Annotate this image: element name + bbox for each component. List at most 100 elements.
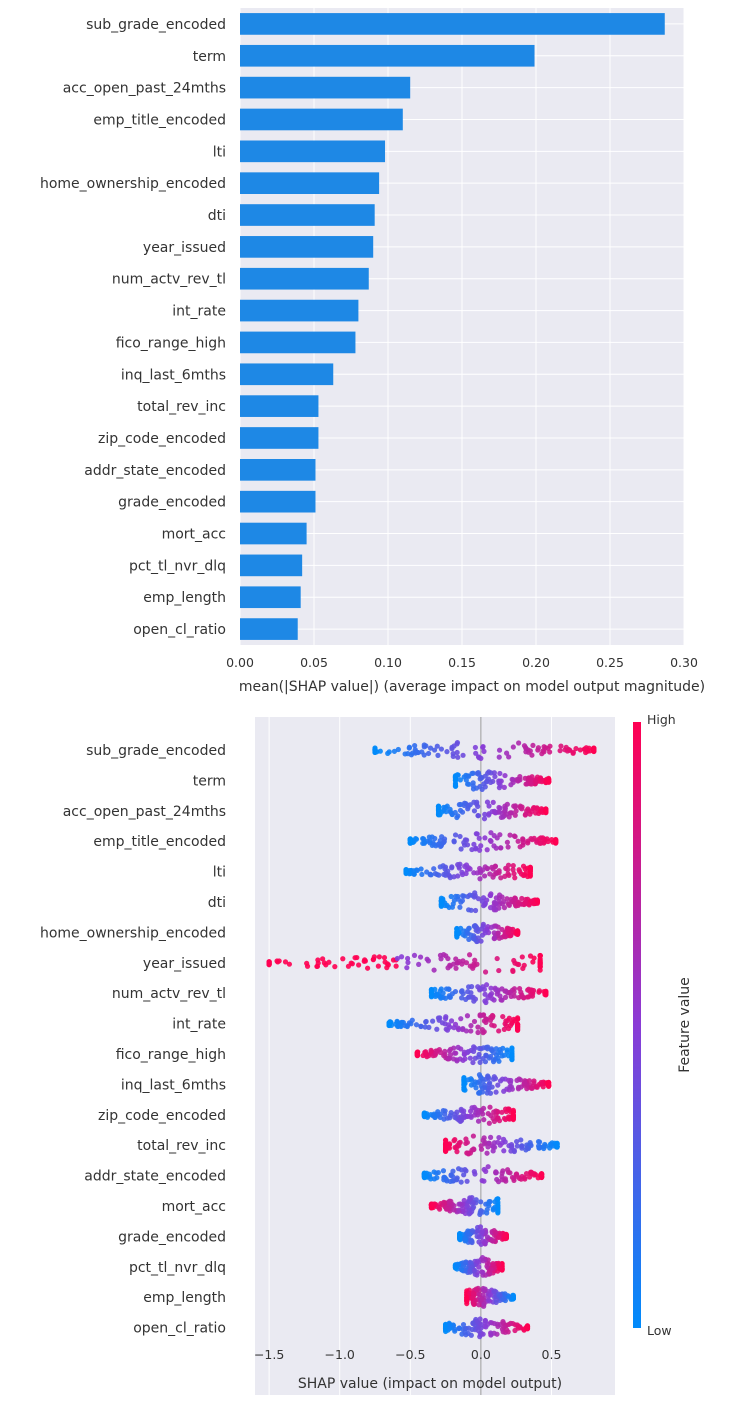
beeswarm-dot [480,1258,486,1264]
beeswarm-dot [492,863,498,870]
beeswarm-dot [430,1018,436,1024]
beeswarm-dot [463,1332,469,1338]
beeswarm-dot [519,954,525,960]
bar-category-label: dti [208,208,226,224]
beeswarm-dot [427,745,434,751]
beeswarm-dot [495,1082,501,1088]
beeswarm-dot [428,994,435,1000]
beeswarm-dot [511,1148,517,1155]
beeswarm-dot [523,870,529,876]
beeswarm-dot [476,1302,482,1308]
beeswarm-dot [414,1052,421,1058]
beeswarm-dot [479,1027,485,1033]
beeswarm-dot [459,995,465,1001]
beeswarm-dot [454,931,460,937]
beeswarm-dot [477,1316,483,1322]
beeswarm-dot [537,958,543,964]
beeswarm-dot [451,838,457,844]
beeswarm-dot [465,1229,471,1236]
beeswarm-dot [524,994,531,1000]
beeswarm-dot [484,866,490,872]
beeswarm-dot [492,810,498,816]
beeswarm-dot [515,777,522,783]
beeswarm-dot [520,863,527,869]
beeswarm-dot [511,986,518,992]
beeswarm-dot [345,963,352,969]
beeswarm-dot [443,804,449,811]
beeswarm-dot [525,806,531,812]
beeswarm-dot [447,875,453,881]
beeswarm-dot [507,989,514,995]
beeswarm-dot [453,783,459,789]
beeswarm-dot [476,1234,482,1240]
beeswarm-dot [450,961,457,967]
beeswarm-dot [470,1133,476,1139]
beeswarm-dot [487,871,493,877]
beeswarm-dot [511,1016,517,1022]
beeswarm-category-label: mort_acc [162,1199,226,1215]
beeswarm-x-tick-label: −1.5 [254,1347,284,1362]
beeswarm-dot [502,1232,508,1238]
colorbar [633,722,641,1328]
beeswarm-dot [455,960,461,966]
beeswarm-dot [504,839,510,845]
beeswarm-dot [520,965,526,972]
beeswarm-dot [484,799,491,805]
beeswarm-dot [315,957,321,963]
beeswarm-category-label: pct_tl_nvr_dlq [129,1260,226,1276]
beeswarm-points [266,739,597,1340]
bar-x-tick-label: 0.00 [226,655,254,670]
beeswarm-dot [448,893,454,900]
beeswarm-dot [487,1017,494,1023]
beeswarm-dot [514,1077,520,1083]
beeswarm-dot [486,1199,492,1205]
beeswarm-dot [500,1013,506,1020]
beeswarm-dot [506,1115,512,1122]
beeswarm-category-label: total_rev_inc [137,1138,226,1154]
bar [240,172,380,195]
beeswarm-dot [405,955,411,962]
beeswarm-dot [527,870,533,876]
beeswarm-category-label: home_ownership_encoded [40,925,226,941]
beeswarm-dot [525,838,531,844]
beeswarm-dot [476,1090,482,1096]
beeswarm-dot [477,1059,483,1065]
beeswarm-dot [424,869,430,875]
beeswarm-dot [434,1048,440,1054]
beeswarm-dot [471,998,477,1004]
beeswarm-dot [457,904,463,910]
beeswarm-category-label: int_rate [172,1017,226,1033]
beeswarm-dot [480,1105,487,1112]
bar-category-label: fico_range_high [116,335,226,351]
beeswarm-dot [458,846,464,852]
beeswarm-dot [452,777,459,783]
beeswarm-dot [482,998,488,1004]
beeswarm-dot [469,1228,475,1234]
beeswarm-dot [480,867,486,873]
beeswarm-dot [517,869,523,875]
beeswarm-dot [510,1114,516,1120]
bar [240,76,411,99]
beeswarm-dot [498,845,504,851]
beeswarm-category-label: term [193,773,226,789]
beeswarm-dot [490,799,496,805]
beeswarm-dot [484,778,490,784]
beeswarm-dot [405,959,411,966]
beeswarm-dot [471,1081,477,1088]
beeswarm-dot [531,955,537,961]
beeswarm-category-label: dti [208,895,226,911]
beeswarm-dot [422,1024,428,1030]
beeswarm-dot [464,1139,470,1146]
beeswarm-dot [543,807,549,814]
beeswarm-dot [482,991,488,997]
bar-category-label: open_cl_ratio [133,622,226,638]
beeswarm-dot [472,1171,478,1177]
beeswarm-dot [476,835,482,841]
beeswarm-dot [504,1047,510,1053]
beeswarm-dot [466,1211,472,1217]
beeswarm-dot [500,1168,506,1174]
beeswarm-dot [458,989,465,995]
beeswarm-dot [465,989,471,995]
beeswarm-dot [487,1104,493,1110]
